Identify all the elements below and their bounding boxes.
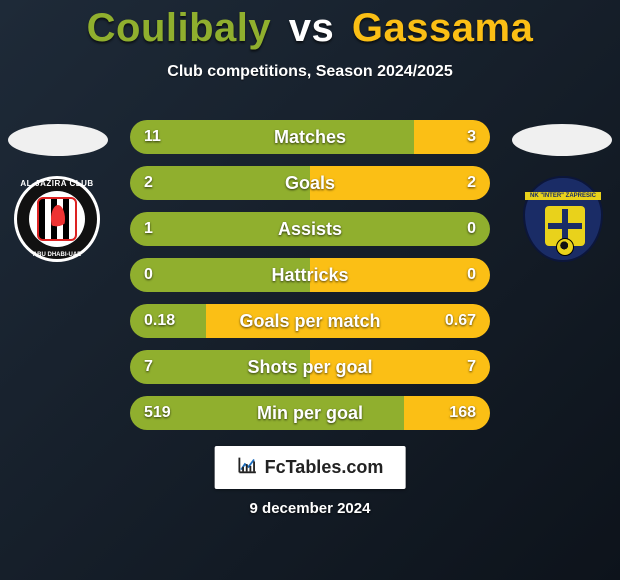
stat-label: Matches — [130, 120, 490, 154]
stat-label: Goals — [130, 166, 490, 200]
stat-value-left: 0.18 — [144, 304, 175, 338]
subtitle: Club competitions, Season 2024/2025 — [0, 63, 620, 81]
stat-value-right: 168 — [449, 396, 476, 430]
player1-name: Coulibaly — [87, 6, 272, 50]
stat-label: Assists — [130, 212, 490, 246]
stat-value-right: 0.67 — [445, 304, 476, 338]
crest-left-bottom: ABU DHABI-UAE — [14, 252, 100, 258]
stat-row: Min per goal519 168 — [130, 396, 490, 430]
stat-value-left: 519 — [144, 396, 171, 430]
stat-label: Hattricks — [130, 258, 490, 292]
club-crest-left: AL-JAZIRA CLUB ABU DHABI-UAE — [14, 176, 100, 262]
brand-box[interactable]: FcTables.com — [215, 446, 406, 489]
stat-row: Assists1 0 — [130, 212, 490, 246]
stat-label: Min per goal — [130, 396, 490, 430]
stat-label: Shots per goal — [130, 350, 490, 384]
stat-rows: Matches113Goals22Assists10Hattricks00Goa… — [130, 120, 490, 442]
vs-label: vs — [289, 6, 335, 50]
player2-name: Gassama — [352, 6, 533, 50]
stat-label: Goals per match — [130, 304, 490, 338]
stat-row: Hattricks0 0 — [130, 258, 490, 292]
player2-photo-placeholder — [512, 124, 612, 156]
stat-value-left: 7 — [144, 350, 153, 384]
club-crest-right: NK "INTER" ZAPREŠIĆ — [520, 176, 606, 262]
stat-value-left: 0 — [144, 258, 153, 292]
comparison-card: Coulibaly vs Gassama Club competitions, … — [0, 0, 620, 580]
stat-value-left: 2 — [144, 166, 153, 200]
stat-value-right: 0 — [467, 212, 476, 246]
chart-icon — [237, 454, 259, 481]
stat-value-left: 1 — [144, 212, 153, 246]
stat-value-right: 7 — [467, 350, 476, 384]
stat-row: Goals2 2 — [130, 166, 490, 200]
page-title: Coulibaly vs Gassama — [0, 0, 620, 51]
player1-photo-placeholder — [8, 124, 108, 156]
stat-row: Shots per goal7 7 — [130, 350, 490, 384]
stat-value-right: 3 — [467, 120, 476, 154]
brand-text: FcTables.com — [265, 457, 384, 478]
stat-row: Matches11 3 — [130, 120, 490, 154]
date-label: 9 december 2024 — [0, 500, 620, 517]
crest-right-band: NK "INTER" ZAPREŠIĆ — [525, 192, 601, 200]
stat-value-left: 11 — [144, 120, 161, 154]
stat-row: Goals per match0.18 0.67 — [130, 304, 490, 338]
crest-left-top: AL-JAZIRA CLUB — [14, 179, 100, 188]
stat-value-right: 0 — [467, 258, 476, 292]
stat-value-right: 2 — [467, 166, 476, 200]
